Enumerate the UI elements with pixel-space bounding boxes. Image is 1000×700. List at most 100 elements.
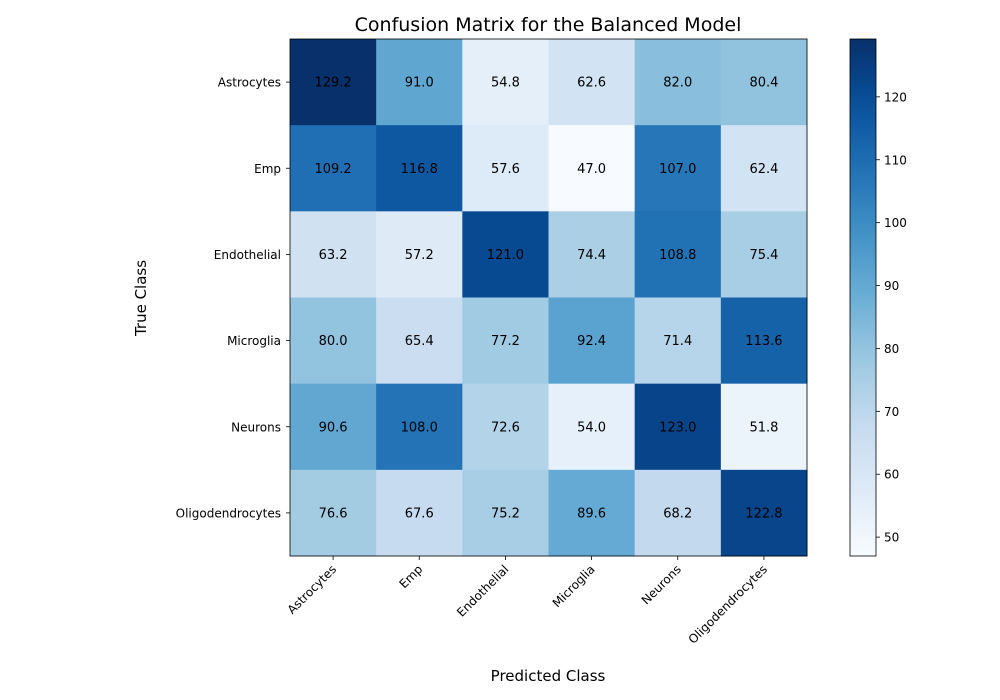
heatmap-cell xyxy=(376,297,463,385)
heatmap-cell xyxy=(462,383,549,471)
heatmap-matrix: 129.2 91.0 54.8 62.6 82.0 80.4 109.2 116.8 57.6 4… xyxy=(289,38,808,557)
cell-value-label: 109.2 xyxy=(314,162,351,177)
y-tick-label: Astrocytes xyxy=(218,76,281,90)
colorbar-tick-label: 120 xyxy=(884,90,907,104)
cell-value-label: 76.6 xyxy=(319,506,348,521)
cell-value-label: 74.4 xyxy=(577,248,606,263)
y-tick-label: Microglia xyxy=(227,334,281,348)
heatmap-cell xyxy=(462,211,549,298)
heatmap-cell xyxy=(634,125,722,212)
cell-value-label: 72.6 xyxy=(491,420,520,435)
colorbar-tick-label: 100 xyxy=(884,216,907,230)
x-tick-label: Astrocytes xyxy=(285,562,340,617)
heatmap-cell xyxy=(548,469,636,557)
heatmap-cell xyxy=(290,297,377,385)
colorbar-tick-label: 50 xyxy=(884,531,899,545)
y-tick-labels: Astrocytes Emp Endothelial Microglia Neurons… xyxy=(176,76,290,520)
cell-value-label: 54.0 xyxy=(577,420,606,435)
heatmap-cell xyxy=(376,125,463,212)
colorbar-tick-label: 70 xyxy=(884,405,899,419)
cell-value-label: 82.0 xyxy=(663,76,692,91)
cell-value-label: 75.4 xyxy=(749,248,778,263)
chart-title: Confusion Matrix for the Balanced Model xyxy=(355,14,742,36)
cell-value-label: 57.2 xyxy=(405,248,434,263)
heatmap-cell xyxy=(720,297,808,385)
cell-value-label: 63.2 xyxy=(319,248,348,263)
cell-value-label: 57.6 xyxy=(491,162,520,177)
colorbar-tick-label: 60 xyxy=(884,468,899,482)
x-tick-label: Endothelial xyxy=(454,562,511,619)
heatmap-cell xyxy=(720,469,808,557)
cell-value-label: 54.8 xyxy=(491,76,520,91)
heatmap-cell xyxy=(634,297,722,385)
cell-value-label: 71.4 xyxy=(663,334,692,349)
colorbar-tick-label: 110 xyxy=(884,153,907,167)
x-tick-label: Oligodendrocytes xyxy=(686,562,770,646)
cell-value-label: 65.4 xyxy=(405,334,434,349)
heatmap-cell xyxy=(720,211,808,298)
y-tick-label: Endothelial xyxy=(214,248,281,262)
x-axis-label: Predicted Class xyxy=(491,667,606,685)
heatmap-cell xyxy=(290,383,377,471)
cell-value-label: 129.2 xyxy=(314,76,351,91)
cell-value-label: 80.4 xyxy=(749,76,778,91)
heatmap-cell xyxy=(548,125,636,212)
heatmap-cell xyxy=(376,383,463,471)
heatmap-cell xyxy=(634,39,722,126)
heatmap-cell xyxy=(720,383,808,471)
heatmap-cell xyxy=(634,211,722,298)
cell-value-label: 51.8 xyxy=(749,420,778,435)
heatmap-cell xyxy=(548,211,636,298)
colorbar-tick-label: 80 xyxy=(884,342,899,356)
y-tick-label: Neurons xyxy=(231,420,281,434)
cell-value-label: 92.4 xyxy=(577,334,606,349)
cell-value-label: 108.8 xyxy=(659,248,696,263)
x-tick-label: Neurons xyxy=(639,562,684,607)
cell-value-label: 116.8 xyxy=(401,162,438,177)
cell-value-label: 67.6 xyxy=(405,506,434,521)
heatmap-cell xyxy=(290,39,377,126)
heatmap-cell xyxy=(376,39,463,126)
heatmap-cell xyxy=(634,383,722,471)
y-axis-label: True Class xyxy=(132,260,150,337)
heatmap-cell xyxy=(548,383,636,471)
cell-value-label: 107.0 xyxy=(659,162,696,177)
heatmap-cell xyxy=(290,469,377,557)
cell-value-label: 47.0 xyxy=(577,162,606,177)
heatmap-cell xyxy=(462,297,549,385)
cell-value-label: 123.0 xyxy=(659,420,696,435)
x-tick-labels: Astrocytes Emp Endothelial Microglia Neurons… xyxy=(285,556,770,647)
cell-value-label: 80.0 xyxy=(319,334,348,349)
x-tick-label: Microglia xyxy=(550,562,598,610)
x-tick-label: Emp xyxy=(396,562,425,591)
cell-value-label: 77.2 xyxy=(491,334,520,349)
heatmap-cell xyxy=(548,39,636,126)
cell-value-label: 121.0 xyxy=(487,248,524,263)
cell-value-label: 113.6 xyxy=(745,334,782,349)
cell-value-label: 91.0 xyxy=(405,76,434,91)
heatmap-cell xyxy=(290,211,377,298)
cell-value-label: 89.6 xyxy=(577,506,606,521)
y-tick-label: Oligodendrocytes xyxy=(176,506,281,520)
heatmap-cell xyxy=(290,125,377,212)
cell-value-label: 122.8 xyxy=(745,506,782,521)
cell-value-label: 62.4 xyxy=(749,162,778,177)
matrix-frame xyxy=(289,38,808,557)
cell-value-label: 68.2 xyxy=(663,506,692,521)
heatmap-cell xyxy=(462,125,549,212)
cell-value-label: 90.6 xyxy=(319,420,348,435)
heatmap-cell xyxy=(462,469,549,557)
cell-value-label: 108.0 xyxy=(401,420,438,435)
colorbar: 50 60 70 80 90 100 110 120 xyxy=(849,38,907,557)
heatmap-cell xyxy=(720,125,808,212)
heatmap-cell xyxy=(462,39,549,126)
cell-value-label: 75.2 xyxy=(491,506,520,521)
colorbar-tick-label: 90 xyxy=(884,279,899,293)
colorbar-gradient xyxy=(849,38,877,557)
heatmap-cell xyxy=(634,469,722,557)
y-tick-label: Emp xyxy=(254,162,281,176)
heatmap-cell xyxy=(376,211,463,298)
cell-value-label: 62.6 xyxy=(577,76,606,91)
heatmap-cell xyxy=(376,469,463,557)
